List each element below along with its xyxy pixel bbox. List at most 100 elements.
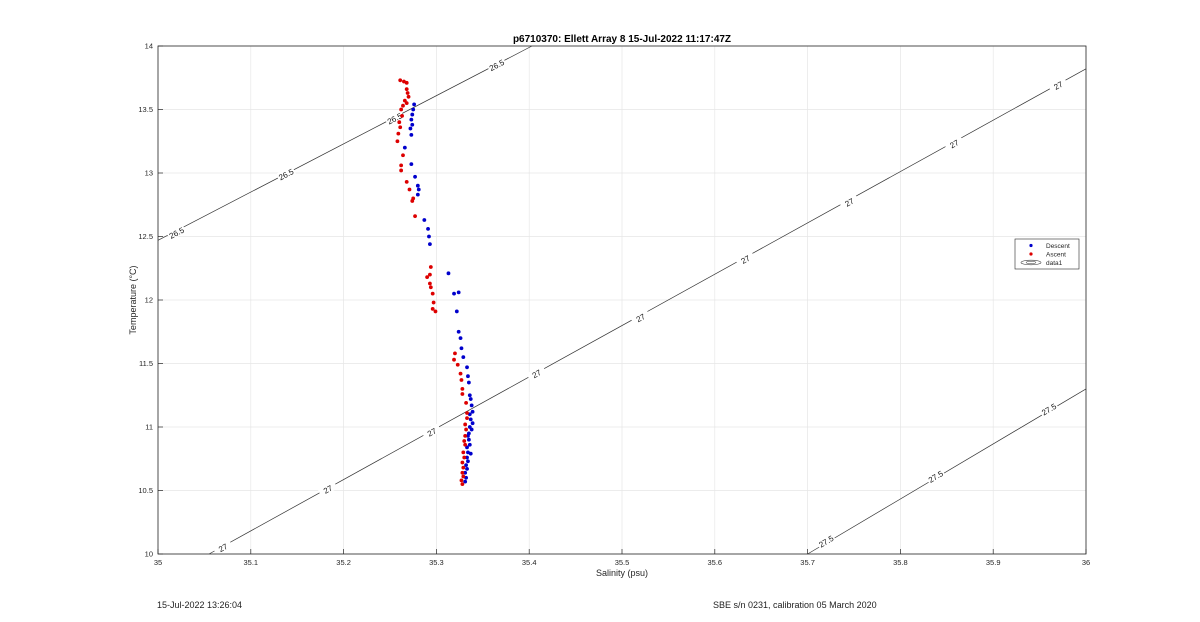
ascent-point [430,291,435,296]
ascent-point [404,101,409,106]
ascent-point [398,125,403,130]
ascent-point [406,94,411,99]
descent-point [409,162,414,167]
chart-title: p6710370: Ellett Array 8 15-Jul-2022 11:… [513,34,731,45]
legend: Descent Ascent data1 [1014,238,1080,270]
legend-data1-marker [1020,259,1042,266]
x-tick-label: 35.4 [522,558,537,567]
legend-ascent-label: Ascent [1046,252,1066,259]
contour-label-bg [166,224,187,241]
legend-descent-marker [1029,243,1033,248]
contour-label-bg [815,532,836,550]
descent-point [454,309,459,314]
descent-point [428,242,432,247]
ascent-point [463,422,468,427]
descent-point [466,437,471,442]
ascent-point [460,482,465,487]
ascent-point [401,153,405,158]
descent-point [467,393,472,398]
descent-point [465,455,469,460]
contour-label-bg [1047,76,1068,94]
descent-point [415,192,420,197]
y-tick-label: 13.5 [138,105,153,114]
descent-point [446,271,451,276]
descent-point [470,421,475,426]
ascent-point [397,120,402,125]
legend-box [1014,238,1080,270]
descent-point [464,463,468,467]
contour-line-26-5 [157,45,533,241]
descent-point [465,467,469,471]
descent-point [413,174,417,179]
descent-point [466,380,471,385]
contour-label-bg [943,135,965,152]
legend-data1-marker-inner [1025,261,1037,264]
ascent-point [464,400,468,405]
descent-point [468,417,473,422]
descent-point [465,365,469,370]
descent-point [469,427,474,432]
footer-timestamp: 15-Jul-2022 13:26:04 [157,600,243,610]
x-tick-label: 35.1 [243,558,258,567]
ascent-point [428,285,433,290]
ascent-point [399,107,404,112]
descent-point [458,336,463,340]
descent-point [463,479,468,484]
ascent-point [460,392,465,396]
x-tick-label: 35.9 [986,558,1001,567]
ascent-point [461,474,466,479]
descent-point [452,291,456,296]
descent-point [402,145,407,150]
contour-line-27-5 [807,388,1087,555]
descent-point [459,346,464,351]
descent-point [456,290,461,295]
y-tick-label: 11 [145,423,153,432]
ascent-point [410,199,415,203]
descent-point [468,397,473,401]
descent-point [467,442,472,447]
ascent-point [460,387,465,391]
ascent-point [465,411,469,415]
ascent-point [462,439,467,443]
descent-point [466,374,470,379]
ascent-point [433,309,438,314]
ascent-point [400,113,404,118]
density-contours: 26.526.526.526.527272727272727272727.527… [157,45,1087,556]
x-tick-label: 35.2 [336,558,351,567]
legend-ascent-marker [1029,252,1033,256]
descent-point [456,329,461,334]
ascent-point [425,275,430,280]
descent-point [461,355,466,360]
x-tick-label: 35.6 [707,558,722,567]
x-axis-ticks: 35 35.1 35.2 35.3 35.4 35.5 35.6 35.7 35.8 35.9 36 [154,549,1090,567]
contour-label-bg [526,364,547,382]
ascent-point [464,427,468,432]
ascent-point [395,139,400,144]
x-tick-label: 35.8 [893,558,908,567]
descent-point [470,409,475,414]
ascent-point [407,187,412,192]
y-tick-label: 14 [145,42,153,51]
descent-point [426,226,430,231]
contour-label-bg [1038,400,1059,418]
ascent-point [404,179,409,184]
x-tick-label: 35.3 [429,558,444,567]
ascent-point [463,433,468,438]
descent-point [466,433,470,438]
descent-point [410,112,415,117]
x-tick-label: 35.5 [615,558,630,567]
y-axis-label: Temperature (°C) [128,265,138,334]
ascent-point [461,465,466,470]
ascent-point [404,87,409,92]
contour-label-bg [735,250,756,268]
legend-descent-label: Descent [1046,243,1070,250]
contour-label-bg [421,423,442,440]
contour-line-27 [208,68,1087,555]
y-tick-label: 12.5 [138,232,153,241]
ascent-point [460,470,465,475]
contour-label-bg [317,480,338,498]
legend-data1-label: data1 [1046,260,1063,267]
ascent-point [453,351,457,356]
ascent-point [431,300,436,305]
